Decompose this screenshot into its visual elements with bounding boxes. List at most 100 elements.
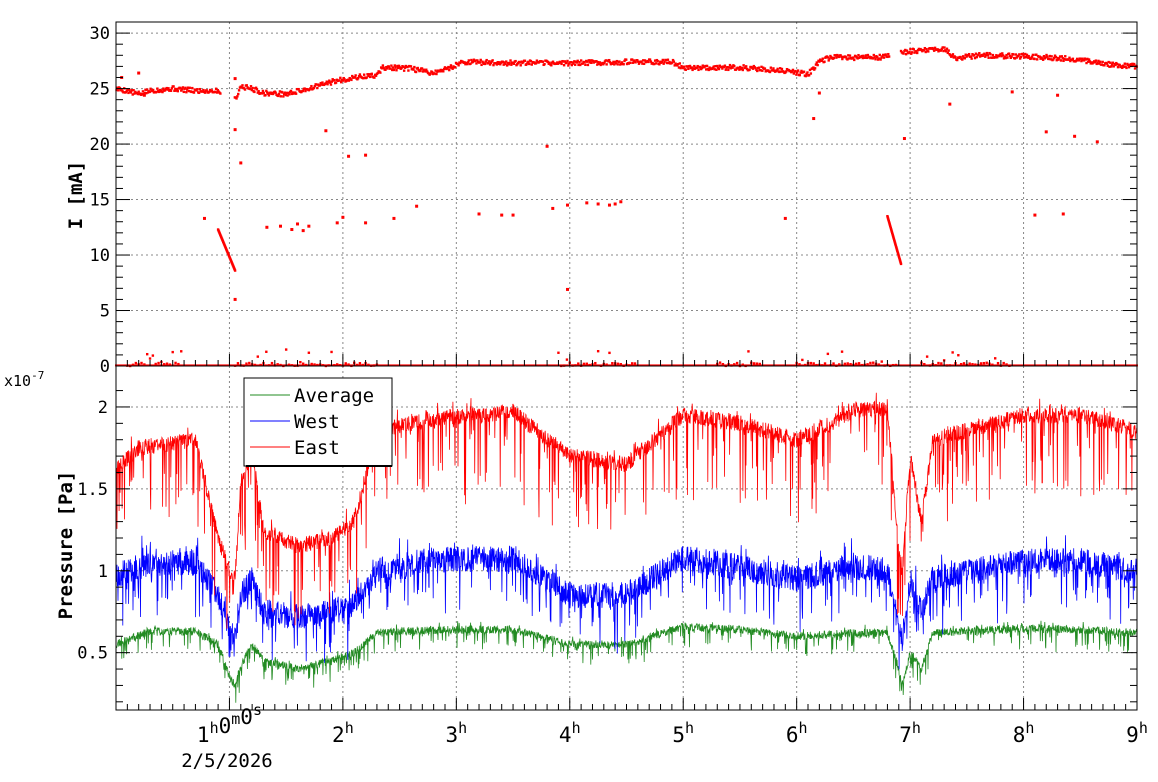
current-zero-baseline xyxy=(242,364,245,367)
current-zero-baseline xyxy=(715,364,718,367)
current-zero-baseline xyxy=(485,364,488,367)
current-point xyxy=(1004,56,1007,60)
current-zero-baseline xyxy=(876,364,879,367)
current-point xyxy=(643,59,647,62)
current-outlier-point xyxy=(239,161,243,165)
current-point xyxy=(916,49,920,52)
current-zero-baseline xyxy=(278,364,281,367)
current-point xyxy=(420,67,424,70)
current-zero-baseline xyxy=(741,364,744,367)
current-zero-point xyxy=(577,362,580,365)
current-point xyxy=(589,59,592,62)
current-zero-baseline xyxy=(349,364,352,367)
current-point xyxy=(391,68,394,72)
current-point xyxy=(784,70,788,73)
current-zero-baseline xyxy=(780,364,783,367)
current-point xyxy=(149,87,152,91)
current-zero-baseline xyxy=(968,364,971,367)
current-zero-baseline xyxy=(603,364,606,367)
current-zero-baseline xyxy=(1134,364,1137,367)
current-zero-point xyxy=(582,362,586,366)
current-outlier-point xyxy=(415,204,419,208)
current-zero-baseline xyxy=(519,364,522,367)
current-point xyxy=(338,79,341,82)
current-zero-baseline xyxy=(1013,364,1016,367)
current-zero-point xyxy=(849,362,852,366)
current-zero-baseline xyxy=(118,364,121,367)
current-point xyxy=(887,55,891,58)
current-point xyxy=(648,58,652,61)
current-point xyxy=(145,91,148,95)
current-zero-point xyxy=(619,363,623,366)
current-point xyxy=(285,91,288,95)
current-zero-baseline xyxy=(166,364,169,367)
current-zero-point xyxy=(721,362,725,366)
current-zero-baseline xyxy=(230,364,233,367)
current-zero-point xyxy=(996,361,1000,365)
legend-entry-east: East xyxy=(250,437,340,459)
current-zero-baseline xyxy=(352,364,355,367)
current-zero-baseline xyxy=(733,364,736,367)
current-point xyxy=(947,49,950,52)
current-point xyxy=(245,84,248,87)
current-zero-baseline xyxy=(1024,364,1027,367)
current-point xyxy=(529,59,533,63)
current-point xyxy=(739,65,742,69)
current-point xyxy=(1024,52,1027,56)
current-point xyxy=(406,65,409,69)
current-zero-baseline xyxy=(873,364,876,367)
current-zero-point xyxy=(872,361,875,364)
current-zero-baseline xyxy=(1032,364,1035,367)
current-zero-baseline xyxy=(316,364,319,367)
current-point xyxy=(506,61,510,65)
current-point xyxy=(185,88,189,91)
current-point xyxy=(848,54,852,57)
current-point xyxy=(995,54,998,57)
current-point xyxy=(590,61,593,65)
current-zero-baseline xyxy=(299,364,302,367)
current-zero-baseline xyxy=(169,364,172,367)
current-decay-point xyxy=(899,262,903,266)
current-point xyxy=(754,66,757,70)
current-zero-baseline xyxy=(867,364,870,367)
current-point xyxy=(611,62,614,65)
current-zero-point xyxy=(843,362,847,366)
current-point xyxy=(501,60,505,64)
current-point xyxy=(991,53,995,57)
current-zero-baseline xyxy=(1105,364,1108,367)
current-point xyxy=(586,63,590,67)
current-zero-baseline xyxy=(339,364,342,367)
current-zero-baseline xyxy=(417,364,420,367)
current-outlier-point xyxy=(233,77,237,81)
current-zero-baseline xyxy=(1039,364,1042,367)
current-point xyxy=(596,60,600,64)
current-zero-baseline xyxy=(606,364,609,367)
current-point xyxy=(431,70,434,74)
current-point xyxy=(974,52,978,55)
current-point xyxy=(400,66,403,70)
current-point xyxy=(1110,63,1114,66)
current-point xyxy=(402,65,405,68)
current-zero-baseline xyxy=(762,364,765,367)
current-point xyxy=(696,64,699,68)
current-point xyxy=(277,92,281,96)
current-zero-point xyxy=(951,351,954,354)
current-outlier-point xyxy=(335,221,339,225)
current-point xyxy=(1054,55,1058,59)
current-zero-baseline xyxy=(551,364,554,367)
current-zero-baseline xyxy=(517,364,520,367)
current-zero-baseline xyxy=(281,364,284,367)
current-point xyxy=(1006,56,1009,59)
current-point xyxy=(744,66,747,69)
current-zero-baseline xyxy=(955,364,958,367)
current-zero-baseline xyxy=(264,364,267,367)
current-zero-baseline xyxy=(800,364,803,367)
current-zero-baseline xyxy=(1111,364,1114,367)
current-zero-baseline xyxy=(1054,364,1057,367)
current-point xyxy=(779,70,783,73)
current-point xyxy=(496,61,499,64)
current-zero-baseline xyxy=(302,364,305,367)
current-point xyxy=(839,54,842,57)
current-point xyxy=(301,89,305,93)
current-zero-baseline xyxy=(805,364,808,367)
